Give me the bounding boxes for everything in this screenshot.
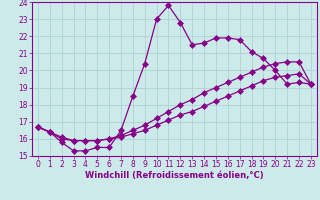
X-axis label: Windchill (Refroidissement éolien,°C): Windchill (Refroidissement éolien,°C): [85, 171, 264, 180]
